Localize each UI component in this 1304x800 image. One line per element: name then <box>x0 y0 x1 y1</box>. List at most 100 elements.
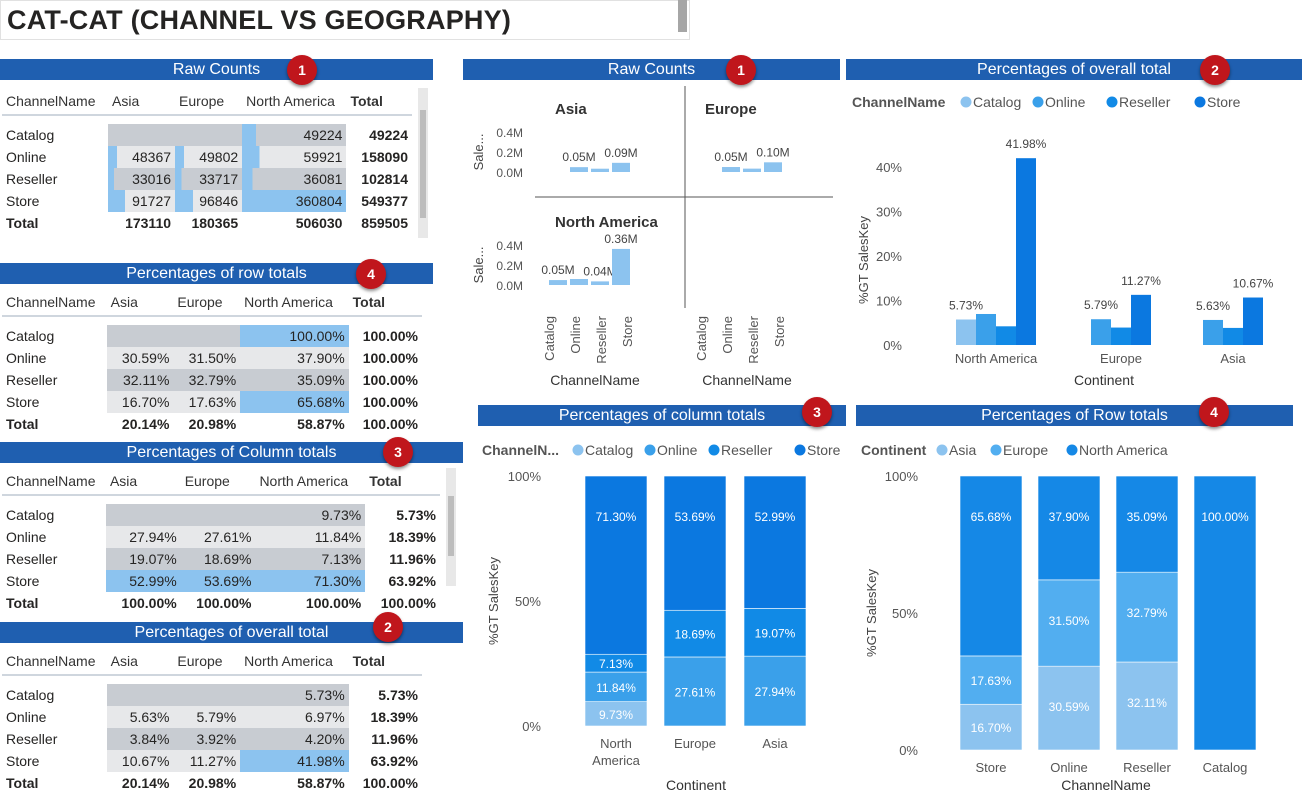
table-row[interactable]: Store 91727 96846 360804 549377 <box>2 190 412 212</box>
overall-total-chart-banner: Percentages of overall total <box>846 59 1302 80</box>
table-row[interactable]: Online 27.94% 27.61% 11.84% 18.39% <box>2 526 440 548</box>
table-cell: 549377 <box>361 193 408 209</box>
bar <box>764 162 782 172</box>
bar <box>549 280 567 285</box>
table-cell: 52.99% <box>105 570 181 592</box>
legend-title: ChannelN... <box>482 442 559 458</box>
y-tick-label: 100% <box>885 469 919 484</box>
column-header[interactable]: Asia <box>106 289 174 317</box>
table-row[interactable]: Reseller 33016 33717 36081 102814 <box>2 168 412 190</box>
raw-counts-chart-banner: Raw Counts <box>463 59 840 80</box>
data-label: 32.79% <box>1127 606 1168 620</box>
column-header[interactable]: Europe <box>180 468 256 496</box>
page-title: CAT-CAT (CHANNEL VS GEOGRAPHY) <box>0 0 690 40</box>
x-tick-label: Europe <box>1100 351 1142 366</box>
table-row[interactable]: Catalog 100.00% 100.00% <box>2 325 422 347</box>
table-row[interactable]: Store 16.70% 17.63% 65.68% 100.00% <box>2 391 422 413</box>
column-totals-chart-banner: Percentages of column totals <box>478 405 846 426</box>
data-label: 11.84% <box>596 681 636 695</box>
y-tick-label: 50% <box>515 594 541 609</box>
table-cell: 11.84% <box>255 526 366 548</box>
column-header[interactable]: North America <box>240 648 349 676</box>
table-row[interactable]: Online 30.59% 31.50% 37.90% 100.00% <box>2 347 422 369</box>
table-row[interactable]: Catalog 49224 49224 <box>2 124 412 146</box>
column-header[interactable]: North America <box>240 289 349 317</box>
bar-segment <box>1115 661 1179 751</box>
overall-total-banner: Percentages of overall total <box>0 622 463 643</box>
raw-counts-scrollbar[interactable] <box>418 88 428 238</box>
x-tick-label: Reseller <box>594 315 609 363</box>
total-cell: 58.87% <box>297 416 345 432</box>
y-tick-label: 0.0M <box>496 166 523 180</box>
raw-counts-matrix: ChannelName Asia Europe North America Total C… <box>2 88 412 234</box>
legend-title: Continent <box>861 442 927 458</box>
column-header[interactable]: Europe <box>173 648 241 676</box>
bar <box>591 281 609 285</box>
scroll-thumb[interactable] <box>420 110 426 218</box>
badge-raw-counts: 1 <box>287 55 317 85</box>
bar <box>743 168 761 172</box>
table-cell: 27.94% <box>105 526 181 548</box>
x-tick-label: Online <box>1050 760 1088 775</box>
y-axis-label: %GT SalesKey <box>864 569 879 657</box>
title-scrollbar[interactable] <box>678 0 687 32</box>
column-totals-scrollbar[interactable] <box>446 468 456 586</box>
x-tick-label: Reseller <box>746 315 761 363</box>
table-row[interactable]: Reseller 32.11% 32.79% 35.09% 100.00% <box>2 369 422 391</box>
legend-marker <box>1194 96 1206 108</box>
scroll-thumb[interactable] <box>448 496 454 556</box>
column-header[interactable]: ChannelName <box>2 468 106 496</box>
table-cell: 65.68% <box>240 391 349 413</box>
column-header[interactable]: North America <box>255 468 366 496</box>
legend-label: Store <box>1207 94 1241 110</box>
bar <box>722 167 740 172</box>
table-row[interactable]: Reseller 3.84% 3.92% 4.20% 11.96% <box>2 728 422 750</box>
table-row[interactable]: Catalog 5.73% 5.73% <box>2 684 422 706</box>
column-header[interactable]: Total <box>365 468 440 496</box>
bar <box>570 167 588 172</box>
data-label: 9.73% <box>599 708 633 722</box>
column-header[interactable]: ChannelName <box>2 88 109 116</box>
table-cell: 5.63% <box>106 706 174 728</box>
table-row[interactable]: Online 48367 49802 59921 158090 <box>2 146 412 168</box>
y-axis-label: Sale... <box>471 134 486 171</box>
legend-label: Catalog <box>585 442 633 458</box>
column-header[interactable]: Asia <box>108 88 176 116</box>
row-header: Online <box>6 350 47 366</box>
table-cell <box>108 124 176 146</box>
row-totals-banner: Percentages of row totals <box>0 263 433 284</box>
column-header[interactable]: Europe <box>173 289 241 317</box>
column-header[interactable]: Asia <box>105 468 181 496</box>
row-header: Reseller <box>6 551 58 567</box>
table-row[interactable]: Reseller 19.07% 18.69% 7.13% 11.96% <box>2 548 440 570</box>
data-label: 0.10M <box>756 145 789 159</box>
column-header[interactable]: ChannelName <box>2 648 107 676</box>
column-header[interactable]: Asia <box>106 648 174 676</box>
column-header[interactable]: Total <box>346 88 412 116</box>
column-header[interactable]: ChannelName <box>2 289 107 317</box>
legend-label: North America <box>1079 442 1168 458</box>
data-label: 19.07% <box>755 626 796 640</box>
table-cell: 6.97% <box>240 706 349 728</box>
table-row[interactable]: Catalog 9.73% 5.73% <box>2 504 440 526</box>
column-header[interactable]: Total <box>348 648 422 676</box>
badge-column-totals: 3 <box>383 437 413 467</box>
table-row[interactable]: Store 10.67% 11.27% 41.98% 63.92% <box>2 750 422 772</box>
row-header: Store <box>6 753 40 769</box>
table-row[interactable]: Store 52.99% 53.69% 71.30% 63.92% <box>2 570 440 592</box>
table-cell: 100.00% <box>362 328 418 344</box>
row-header: Catalog <box>6 687 55 703</box>
total-cell: 20.98% <box>188 775 237 791</box>
table-row[interactable]: Online 5.63% 5.79% 6.97% 18.39% <box>2 706 422 728</box>
data-label: 52.99% <box>755 510 796 524</box>
total-cell: 20.14% <box>121 416 170 432</box>
column-header[interactable]: North America <box>242 88 347 116</box>
column-header[interactable]: Total <box>348 289 422 317</box>
table-cell <box>105 504 181 526</box>
data-label: 7.13% <box>599 657 633 671</box>
y-tick-label: 0.2M <box>496 146 523 160</box>
bar <box>1131 294 1151 345</box>
data-label: 32.11% <box>1127 696 1167 710</box>
column-header[interactable]: Europe <box>175 88 243 116</box>
total-cell: 506030 <box>295 215 343 231</box>
